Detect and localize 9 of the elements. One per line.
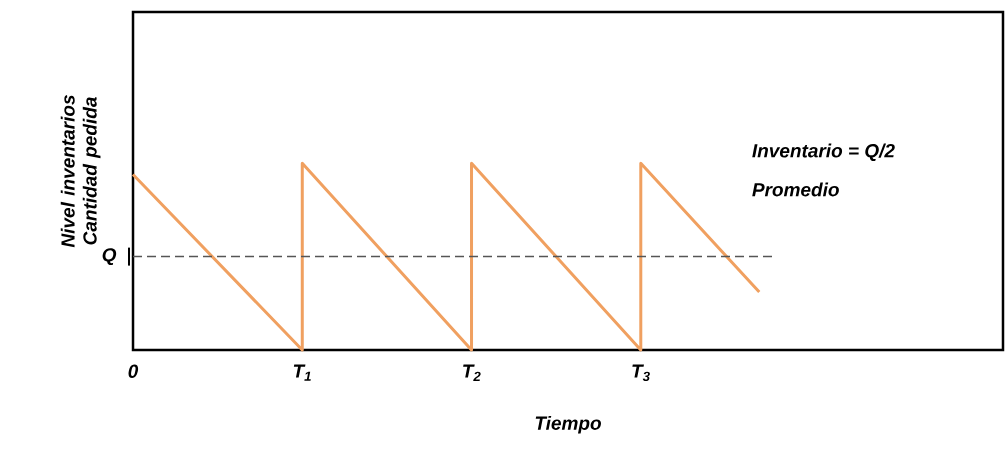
x-tick-label: T$_{3}$: [632, 364, 650, 382]
x-tick-label: T$_{1}$: [293, 364, 311, 381]
text: Inventario = Q/2: [752, 143, 895, 161]
annotation: Promedio: [752, 182, 839, 197]
y-axis-title: Nivel inventarios Cantidad pedida: [60, 95, 101, 248]
ref-line-label: Q: [102, 248, 117, 266]
x-axis-title: Tiempo: [535, 415, 601, 434]
x-tick-label: T$_{2}$: [463, 364, 481, 381]
x-tick-label: 0: [128, 364, 139, 378]
